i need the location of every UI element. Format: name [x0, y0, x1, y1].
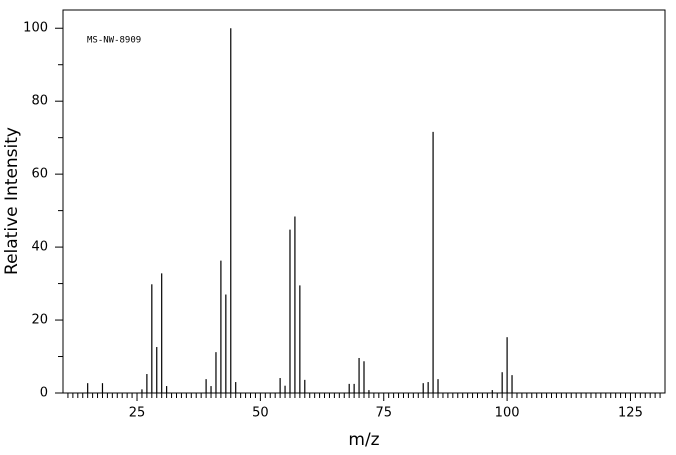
x-tick-label: 125 [618, 406, 643, 421]
y-tick-label: 100 [23, 21, 48, 36]
annotation: MS-NW-8909 [87, 36, 141, 46]
y-tick-label: 40 [31, 240, 48, 255]
x-tick-label: 50 [252, 406, 269, 421]
y-tick-label: 60 [31, 167, 48, 182]
x-tick-label: 25 [129, 406, 146, 421]
plot-frame [62, 9, 666, 394]
y-tick-label: 80 [31, 94, 48, 109]
x-tick-label: 100 [495, 406, 520, 421]
y-tick-label: 20 [31, 313, 48, 328]
x-tick-label: 75 [375, 406, 392, 421]
y-axis-title: Relative Intensity [2, 127, 22, 275]
y-tick-label: 0 [40, 386, 48, 401]
x-axis-title: m/z [348, 430, 379, 450]
